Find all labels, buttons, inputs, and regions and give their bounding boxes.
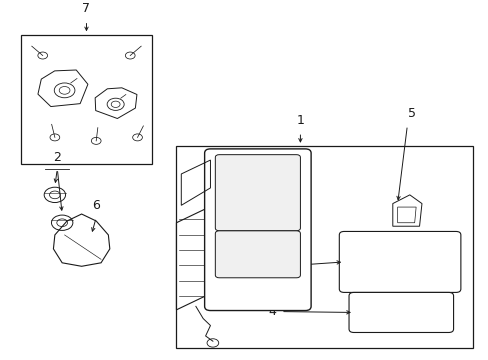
Text: 5: 5 [407,107,415,120]
FancyBboxPatch shape [348,292,453,333]
FancyBboxPatch shape [204,149,310,311]
Text: 4: 4 [268,305,276,318]
FancyBboxPatch shape [339,231,460,292]
Text: 7: 7 [82,3,90,15]
Text: 6: 6 [92,199,100,212]
Text: 1: 1 [296,114,304,127]
FancyBboxPatch shape [215,231,300,278]
Bar [176,146,472,348]
Bar [21,35,152,163]
Text: 3: 3 [268,260,276,273]
Text: 2: 2 [53,150,61,163]
FancyBboxPatch shape [215,155,300,231]
